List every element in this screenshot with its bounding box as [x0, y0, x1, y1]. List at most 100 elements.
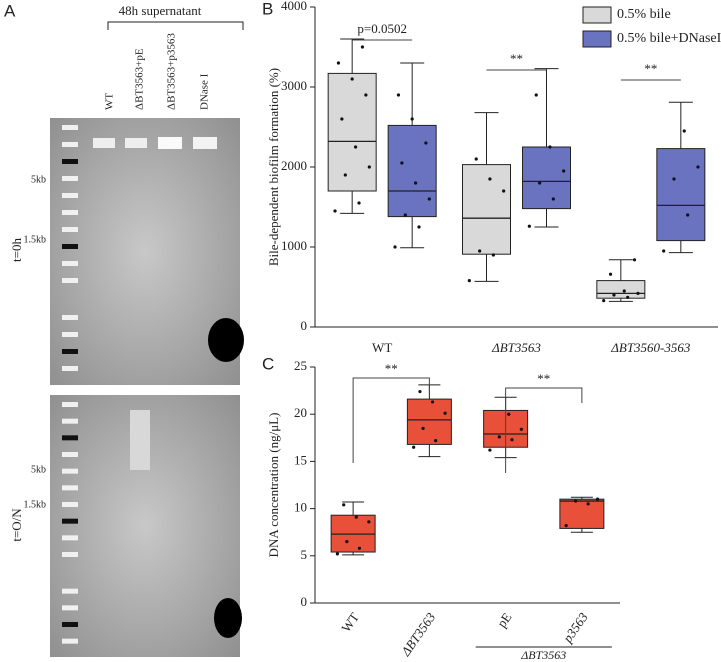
panel-label: B — [262, 0, 273, 18]
data-point — [626, 295, 630, 299]
data-point — [342, 503, 346, 507]
x-tick-label: WT — [372, 340, 392, 355]
data-point — [564, 523, 568, 528]
data-point — [502, 189, 506, 193]
x-tick-label: pE — [494, 610, 515, 630]
data-point — [354, 515, 358, 519]
y-tick-label: 25 — [294, 358, 307, 373]
box — [522, 146, 571, 210]
data-point — [696, 165, 700, 169]
box — [656, 148, 706, 242]
y-tick-label: 3000 — [281, 78, 307, 93]
data-point — [682, 129, 686, 133]
data-point — [410, 117, 414, 121]
significance-label: ** — [644, 61, 657, 76]
ladder-band — [62, 552, 78, 557]
data-point — [662, 249, 666, 253]
data-point — [400, 161, 404, 165]
x-tick-label: p3563 — [559, 609, 591, 645]
data-point — [393, 245, 397, 249]
ladder-band — [62, 605, 78, 611]
ladder-band — [62, 159, 78, 164]
y-tick-label: 10 — [294, 500, 307, 515]
gel-header: 48h supernatant — [119, 3, 202, 18]
ladder-band — [62, 435, 78, 441]
data-point — [343, 173, 347, 177]
data-point — [562, 169, 566, 173]
ladder-band — [62, 622, 78, 627]
data-point — [467, 279, 471, 283]
y-tick-label: 2000 — [281, 158, 307, 173]
data-point — [686, 213, 690, 217]
data-point — [519, 427, 523, 431]
data-point — [403, 213, 407, 217]
data-point — [497, 435, 501, 439]
row-label: t=O/N — [9, 508, 24, 542]
data-point — [345, 540, 349, 544]
row-label: t=0h — [9, 238, 24, 262]
data-point — [353, 145, 358, 149]
data-point — [424, 141, 428, 145]
ladder-band — [62, 535, 78, 541]
y-tick-label: 20 — [294, 405, 307, 420]
y-tick-label: 15 — [294, 452, 307, 467]
ladder-band — [62, 468, 78, 474]
data-point — [421, 426, 425, 430]
ladder-band — [62, 125, 78, 130]
lane-label: ΔBT3563+p3563 — [166, 33, 178, 110]
data-point — [474, 157, 478, 161]
marker-label: 5kb — [31, 464, 46, 475]
ladder-band — [62, 261, 78, 266]
data-point — [538, 181, 542, 185]
data-point — [612, 293, 616, 297]
box — [387, 124, 437, 218]
data-point — [548, 145, 552, 149]
ladder-band — [62, 366, 78, 371]
data-point — [418, 389, 422, 394]
data-point — [357, 201, 361, 205]
x-tick-label: ΔBT3560-3563 — [610, 340, 691, 355]
legend-swatch — [582, 6, 612, 24]
significance-label: ** — [537, 371, 550, 386]
significance-bracket — [352, 377, 430, 463]
data-point — [360, 45, 365, 49]
gel-panel: A 48h supernatant — [4, 1, 244, 657]
gel-band — [193, 137, 217, 149]
data-point — [417, 225, 421, 229]
ladder-band — [62, 402, 78, 407]
ladder-band — [62, 502, 78, 507]
data-point — [608, 272, 613, 276]
panel-label: A — [4, 1, 16, 20]
data-point — [413, 181, 418, 185]
gel-smear — [208, 318, 244, 362]
data-point — [357, 546, 362, 550]
box — [462, 164, 511, 255]
ladder-band — [62, 210, 78, 215]
gel-band — [93, 138, 115, 148]
box — [406, 398, 452, 445]
y-tick-label: 0 — [301, 318, 308, 333]
data-point — [427, 197, 431, 201]
data-point — [551, 197, 555, 201]
box — [559, 498, 605, 529]
data-point — [595, 497, 600, 501]
marker-label: 1.5kb — [24, 234, 47, 245]
legend-swatch — [582, 30, 612, 48]
ladder-band — [62, 227, 78, 232]
data-point — [507, 412, 511, 416]
data-point — [527, 224, 531, 228]
data-point — [336, 61, 341, 65]
y-tick-label: 5 — [301, 547, 308, 562]
ladder-band — [62, 418, 78, 424]
data-point — [488, 177, 492, 181]
legend-label: 0.5% bile — [617, 7, 671, 22]
ladder-band — [62, 193, 78, 198]
gel-band — [125, 138, 147, 148]
data-point — [367, 165, 371, 169]
y-axis-label: DNA concentration (ng/μL) — [266, 413, 281, 558]
group-label: ΔBT3563 — [520, 648, 566, 662]
ladder-band — [62, 176, 78, 181]
ladder-band — [62, 638, 78, 644]
ladder-band — [62, 332, 78, 337]
ladder-band — [62, 485, 78, 491]
